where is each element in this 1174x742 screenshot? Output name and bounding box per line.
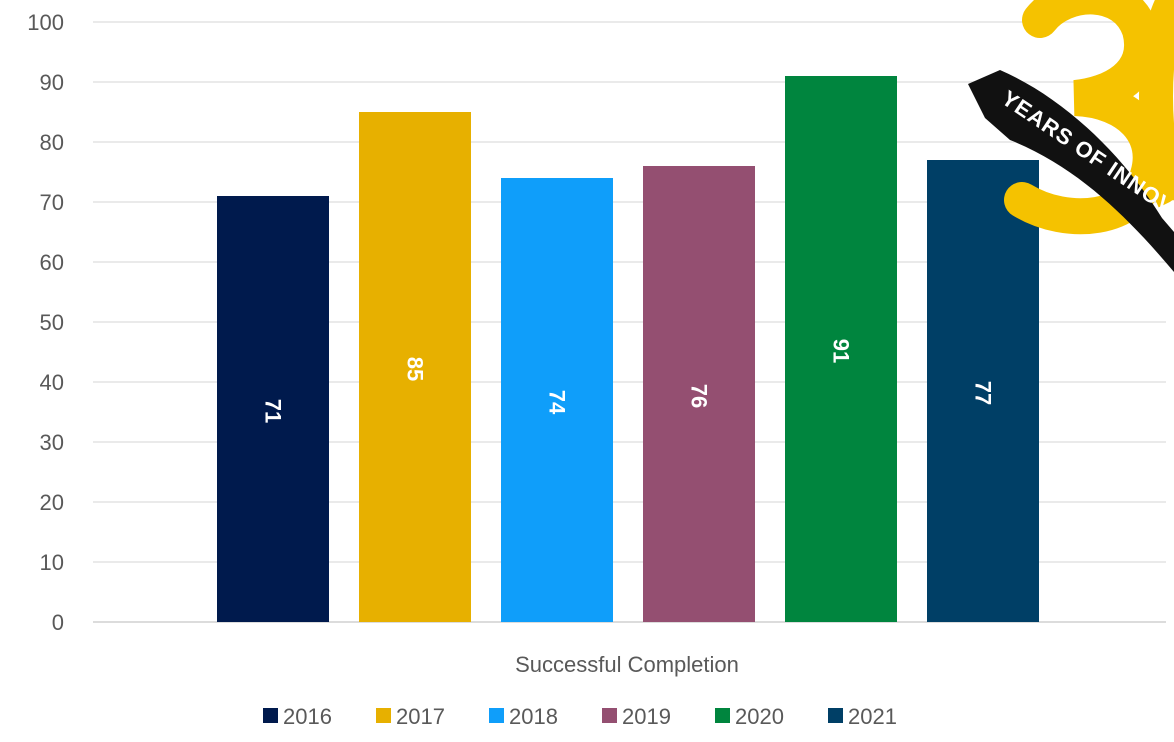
data-label-2016: 71 <box>261 399 286 423</box>
legend: 2016 2017 2018 2019 2020 2021 <box>263 704 897 729</box>
badge-ribbon <box>968 70 1174 272</box>
legend-label-2018: 2018 <box>509 704 558 729</box>
data-label-2020: 91 <box>829 339 854 363</box>
legend-label-2020: 2020 <box>735 704 784 729</box>
legend-swatch-2019 <box>602 708 617 723</box>
y-tick-label: 90 <box>40 70 64 95</box>
bar-2017 <box>359 112 471 622</box>
data-labels: 71 85 74 76 91 77 <box>261 339 996 423</box>
bar-2021 <box>927 160 1039 622</box>
legend-label-2016: 2016 <box>283 704 332 729</box>
data-label-2017: 85 <box>403 357 428 381</box>
bar-2019 <box>643 166 755 622</box>
data-label-2018: 74 <box>545 390 570 415</box>
y-axis: 0 10 20 30 40 50 60 70 80 90 100 <box>27 10 64 635</box>
legend-label-2017: 2017 <box>396 704 445 729</box>
badge-numeral-zero <box>1139 0 1174 208</box>
y-tick-label: 70 <box>40 190 64 215</box>
y-tick-label: 80 <box>40 130 64 155</box>
legend-swatch-2021 <box>828 708 843 723</box>
category-label: Successful Completion <box>515 652 739 677</box>
y-tick-label: 20 <box>40 490 64 515</box>
bars <box>217 76 1039 622</box>
legend-swatch-2016 <box>263 708 278 723</box>
y-tick-label: 10 <box>40 550 64 575</box>
legend-swatch-2020 <box>715 708 730 723</box>
y-tick-label: 40 <box>40 370 64 395</box>
y-tick-label: 60 <box>40 250 64 275</box>
y-tick-label: 30 <box>40 430 64 455</box>
y-tick-label: 50 <box>40 310 64 335</box>
legend-label-2019: 2019 <box>622 704 671 729</box>
legend-swatch-2018 <box>489 708 504 723</box>
bar-2018 <box>501 178 613 622</box>
y-tick-label: 100 <box>27 10 64 35</box>
y-tick-label: 0 <box>52 610 64 635</box>
bar-2016 <box>217 196 329 622</box>
bar-2020 <box>785 76 897 622</box>
data-label-2019: 76 <box>687 384 712 408</box>
data-label-2021: 77 <box>971 381 996 405</box>
legend-swatch-2017 <box>376 708 391 723</box>
legend-label-2021: 2021 <box>848 704 897 729</box>
